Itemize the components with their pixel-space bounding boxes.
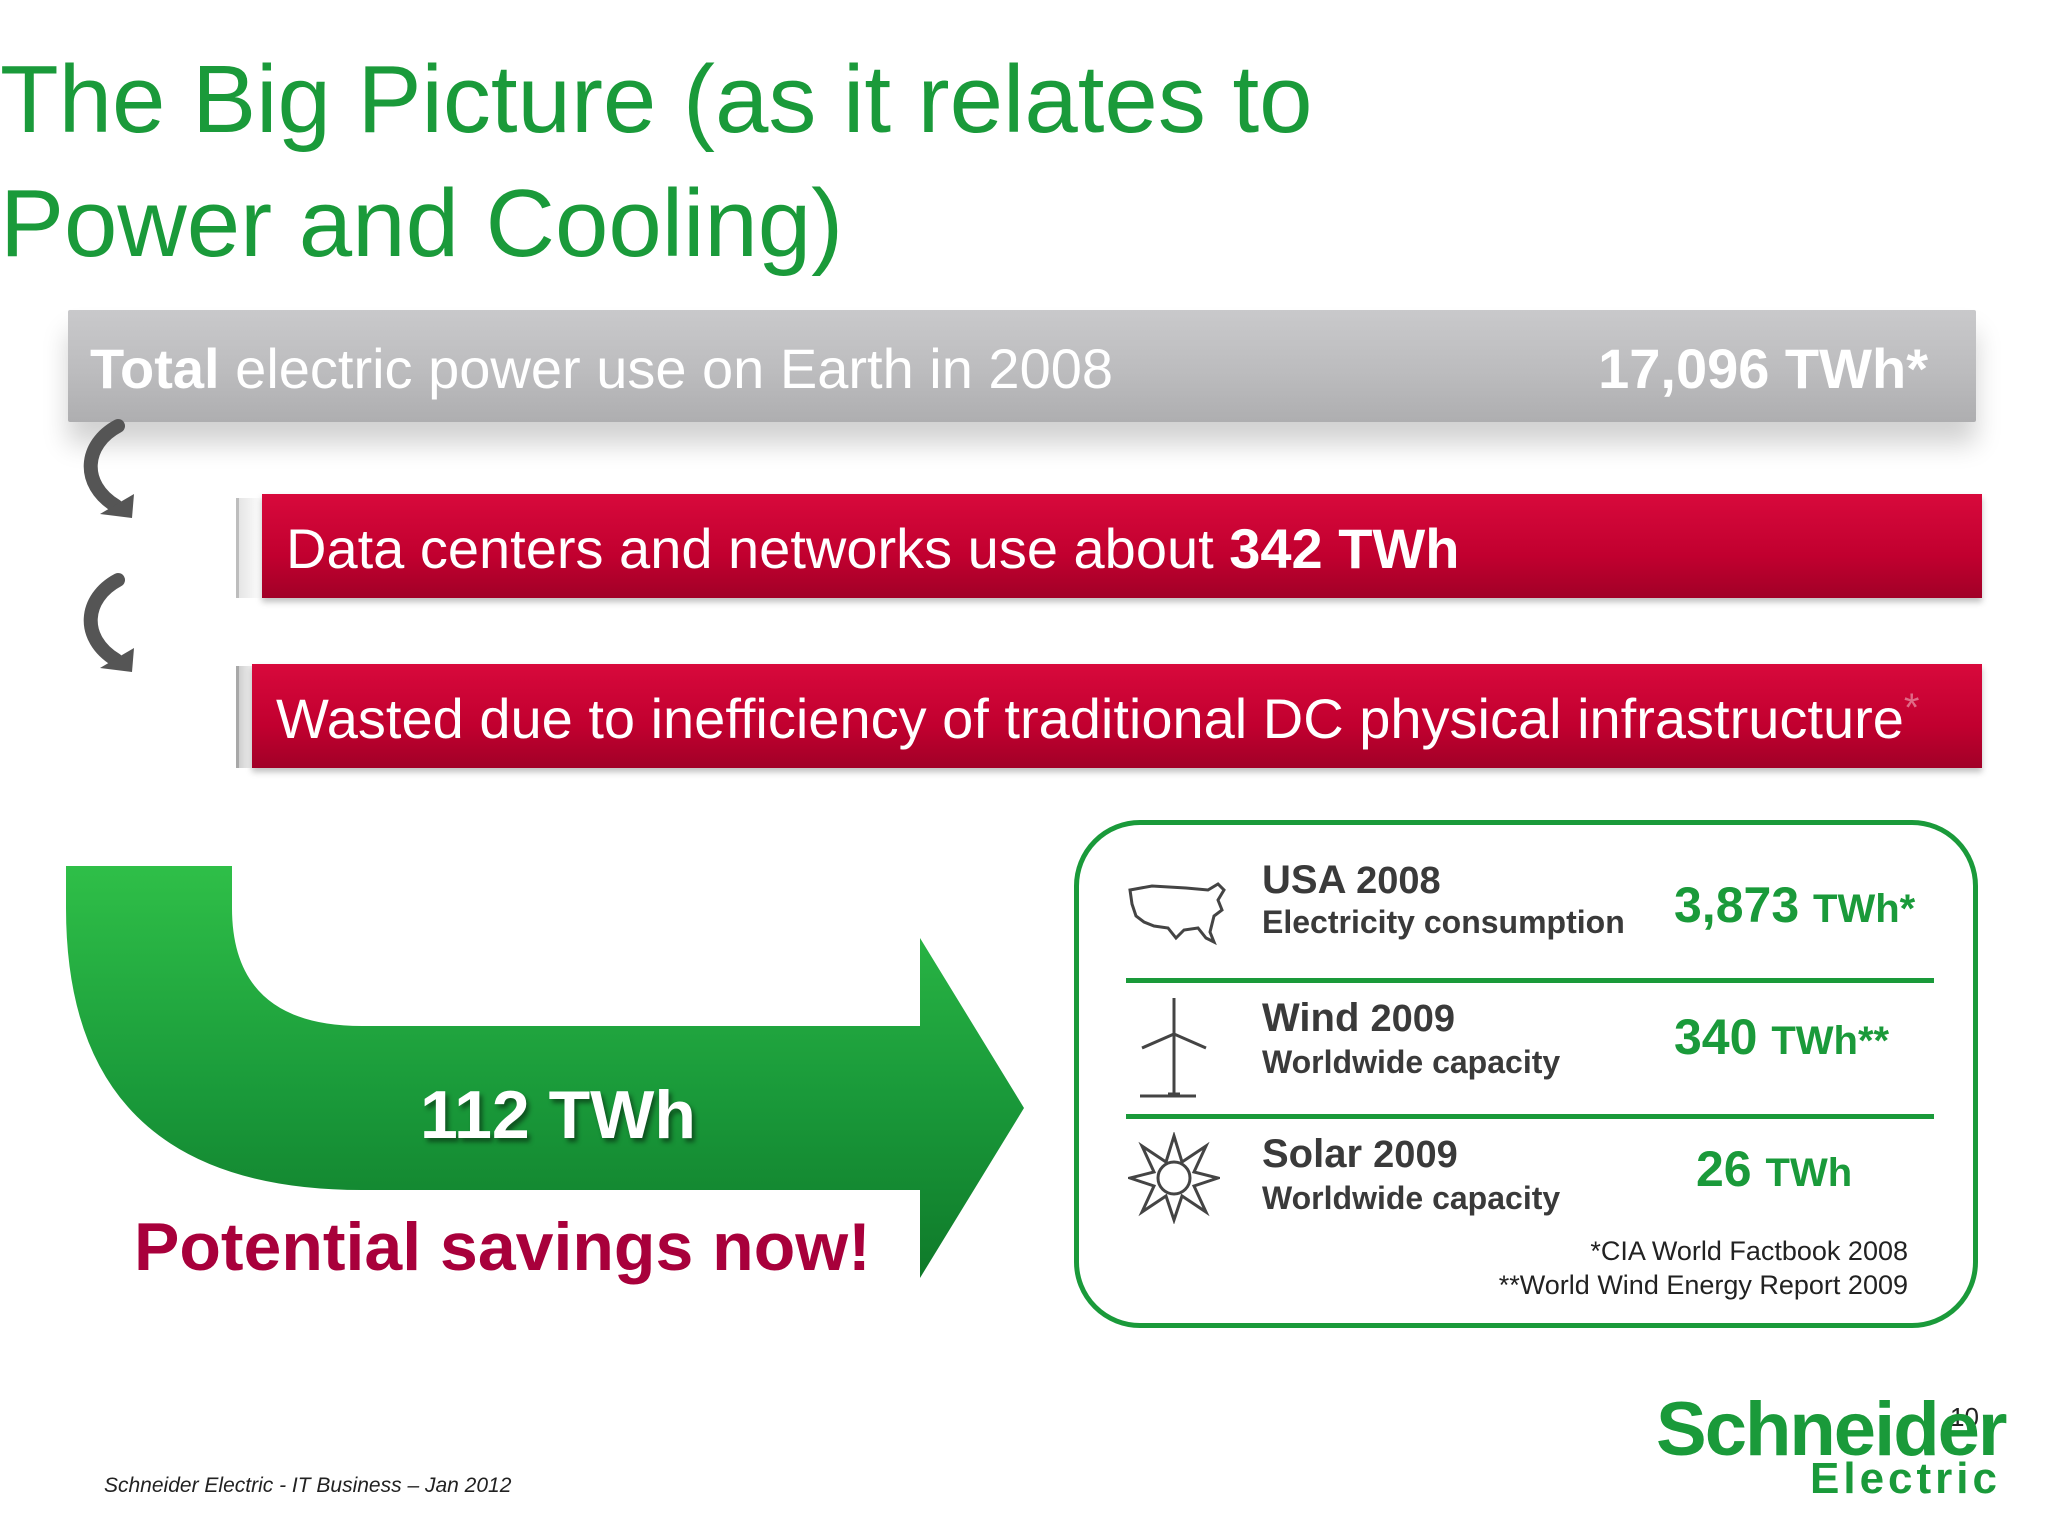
savings-arrow [66, 866, 1024, 1278]
waste-bar-edge [236, 666, 253, 768]
usa-label: USA [1262, 858, 1345, 902]
schneider-logo: Schneider [1656, 1387, 2007, 1472]
wind-year: 2009 [1370, 998, 1456, 1040]
schneider-logo-sub: Electric [1810, 1454, 2001, 1503]
solar-subtitle: Worldwide capacity [1262, 1180, 1561, 1216]
total-power-label-bold: Total [90, 337, 220, 400]
savings-value: 112 TWh [420, 1077, 696, 1153]
slide-title: The Big Picture (as it relates to Power … [0, 46, 1313, 277]
flow-arrows [83, 419, 134, 672]
curved-arrow-icon [83, 573, 125, 667]
waste-asterisk: * [1903, 686, 1920, 730]
row-divider [1126, 1114, 1934, 1119]
total-power-value: 17,096 TWh* [1598, 337, 1928, 400]
total-power-label: Total electric power use on Earth in 200… [90, 336, 1113, 401]
waste-bar: Wasted due to inefficiency of traditiona… [252, 664, 1982, 768]
waste-label: Wasted due to inefficiency of traditiona… [276, 687, 1904, 750]
usa-subtitle: Electricity consumption [1262, 904, 1625, 940]
source-note: *CIA World Factbook 2008 [1590, 1236, 1908, 1266]
data-center-text: Data centers and networks use about 342 … [286, 516, 1460, 581]
data-center-value: 342 TWh [1229, 517, 1460, 580]
usa-value-unit: TWh* [1813, 887, 1916, 931]
wind-value-number: 340 [1674, 1009, 1758, 1065]
solar-value: 26 TWh [1696, 1140, 1852, 1198]
wind-title: Wind 2009 [1262, 996, 1455, 1041]
usa-title: USA 2008 [1262, 858, 1441, 903]
wind-turbine-icon [1140, 998, 1207, 1098]
total-power-bar: Total electric power use on Earth in 200… [68, 310, 1976, 422]
dc-bar-edge [236, 498, 263, 598]
savings-caption: Potential savings now! [134, 1209, 871, 1285]
data-center-bar: Data centers and networks use about 342 … [262, 494, 1982, 598]
usa-value: 3,873 TWh* [1674, 876, 1915, 934]
usa-map-icon [1128, 882, 1226, 946]
data-center-label: Data centers and networks use about [286, 517, 1230, 580]
comparison-box [1074, 820, 1978, 1328]
wind-subtitle: Worldwide capacity [1262, 1044, 1561, 1080]
footer-text: Schneider Electric - IT Business – Jan 2… [104, 1474, 512, 1497]
curved-arrow-icon [83, 419, 125, 513]
solar-sun-icon [1128, 1132, 1220, 1224]
solar-title: Solar 2009 [1262, 1132, 1458, 1177]
solar-value-unit: TWh [1765, 1151, 1853, 1195]
wind-label: Wind [1262, 996, 1360, 1040]
row-divider [1126, 978, 1934, 983]
wind-value: 340 TWh** [1674, 1008, 1889, 1066]
solar-value-number: 26 [1696, 1141, 1752, 1197]
usa-year: 2008 [1356, 860, 1441, 902]
solar-year: 2009 [1373, 1134, 1458, 1176]
total-power-label-rest: electric power use on Earth in 2008 [219, 337, 1114, 400]
source-note: **World Wind Energy Report 2009 [1498, 1270, 1908, 1300]
usa-value-number: 3,873 [1674, 877, 1800, 933]
waste-text: Wasted due to inefficiency of traditiona… [276, 686, 1919, 751]
page-number: 10 [1950, 1402, 1979, 1432]
wind-value-unit: TWh** [1771, 1019, 1890, 1063]
solar-label: Solar [1262, 1132, 1363, 1176]
